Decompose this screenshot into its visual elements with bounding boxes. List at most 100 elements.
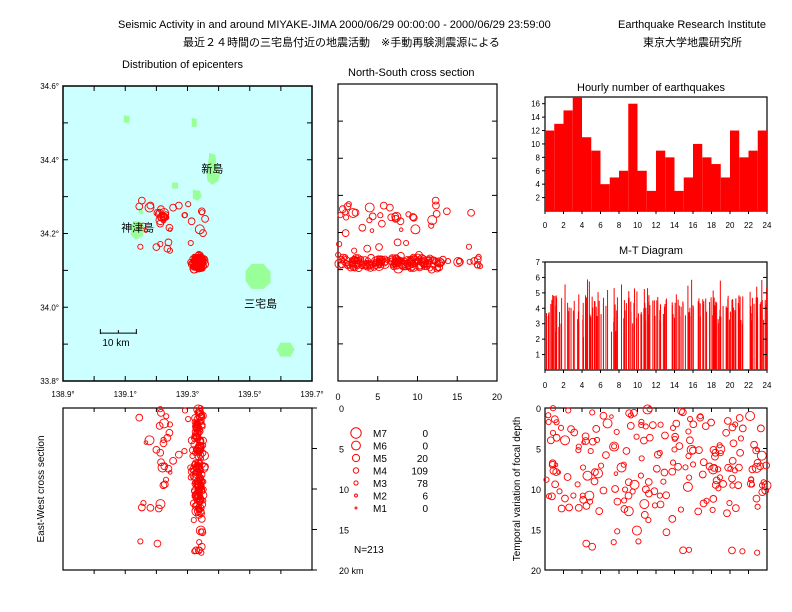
epicenter-point	[166, 247, 173, 254]
ns-section-point	[426, 265, 434, 272]
depth-time-point	[761, 486, 770, 495]
depth-time-point	[689, 420, 698, 429]
hist-bar	[757, 130, 767, 211]
depth-time-point	[644, 478, 653, 486]
hist-bar	[702, 157, 712, 211]
ew-section-point	[162, 476, 170, 483]
depth-time-point	[587, 448, 594, 455]
epicenter-point	[146, 201, 155, 210]
depth-time-point	[582, 539, 591, 548]
depth-time-point	[621, 486, 629, 493]
epicenter-point	[197, 254, 202, 259]
depth-time-point	[642, 423, 649, 430]
depth-time-point	[611, 485, 619, 493]
dt-ytick-label: 20	[531, 566, 541, 576]
mt-xtick-label: 14	[670, 381, 679, 390]
depth-time-point	[758, 482, 766, 489]
depth-time-point	[710, 464, 718, 472]
ew-section-point	[166, 421, 173, 428]
ew-section-point	[153, 539, 162, 548]
epicenter-point	[155, 208, 164, 217]
depth-time-point	[734, 481, 743, 490]
ns-section-point	[432, 209, 441, 218]
ew-section-point	[193, 447, 198, 453]
ew-section-point	[135, 413, 144, 422]
mt-xtick-label: 4	[580, 381, 585, 390]
depth-time-point	[548, 492, 556, 501]
depth-time-point	[696, 413, 705, 422]
hist-bar	[693, 143, 703, 211]
ew-ytick-label: 5	[339, 445, 344, 455]
ew-section-point	[191, 548, 198, 555]
ns-section-point	[351, 247, 358, 254]
depth-time-point	[736, 448, 744, 457]
epicenter-point	[193, 255, 198, 261]
ns-section-point	[369, 228, 375, 233]
depth-time-point	[549, 405, 557, 412]
epicenter-point	[169, 203, 177, 212]
ns-section-point	[467, 208, 475, 217]
ns-section-point	[363, 244, 372, 253]
ns-section-point	[344, 259, 349, 265]
legend-total: N=213	[354, 545, 384, 556]
depth-time-point	[627, 412, 634, 419]
depth-time-point	[715, 485, 722, 492]
ns-section-point	[401, 259, 408, 266]
depth-time-point	[707, 418, 715, 427]
depth-time-point	[732, 504, 740, 512]
ns-section-point	[405, 211, 412, 218]
ns-section-point	[409, 213, 418, 222]
header-institute-ja: 東京大学地震研究所	[643, 37, 742, 49]
hist-bar	[683, 177, 693, 211]
ew-section-point	[160, 480, 169, 489]
depth-time-point	[754, 503, 761, 510]
ns-section-point	[358, 259, 365, 266]
ew-section-point	[197, 462, 202, 468]
ew-section-point	[193, 471, 198, 476]
depth-time-point	[761, 480, 772, 491]
hist-ytick-label: 8	[536, 153, 541, 162]
depth-time-point	[639, 499, 650, 509]
ew-section-point	[157, 406, 164, 413]
hist-ytick-label: 12	[531, 127, 540, 136]
onbase-islet-2	[191, 117, 197, 127]
depth-time-point	[638, 418, 645, 425]
map-xtick-label: 139.5°	[238, 390, 261, 399]
hist-xtick-label: 10	[633, 221, 642, 230]
epicenter-point	[162, 211, 170, 218]
ns-xtick-label: 20	[492, 392, 502, 402]
map-island-label: 神津島	[121, 221, 154, 235]
depth-time-point	[590, 477, 599, 486]
depth-time-point	[674, 462, 682, 471]
depth-time-point	[557, 504, 566, 513]
depth-time-point	[757, 424, 765, 433]
ew-section-point	[159, 439, 168, 448]
ns-section-point	[375, 257, 382, 264]
ns-section-point	[421, 263, 428, 271]
depth-time-point	[738, 424, 747, 433]
depth-time-point	[574, 503, 583, 512]
depth-time-point	[698, 470, 707, 479]
hist-bar	[572, 97, 582, 211]
depth-time-point	[728, 456, 737, 465]
ew-section-point	[156, 448, 165, 457]
ns-section-point	[437, 258, 446, 267]
hist-bar	[591, 150, 601, 211]
ew-section-point	[199, 488, 206, 495]
ns-section-point	[337, 211, 344, 219]
niijima-island	[206, 152, 221, 185]
ew-section-point	[159, 418, 170, 429]
depth-time-point	[722, 428, 730, 437]
depth-time-point	[579, 492, 586, 499]
hist-bar	[554, 123, 564, 211]
hist-ytick-label: 14	[531, 113, 540, 122]
depth-time-point	[645, 489, 653, 498]
depth-time-point	[652, 464, 661, 473]
depth-time-point	[551, 415, 559, 424]
ns-section-point	[334, 258, 345, 269]
depth-time-point	[716, 442, 723, 449]
depth-time-point	[584, 490, 595, 501]
mt-xtick-label: 22	[744, 381, 753, 390]
depth-time-point	[671, 435, 678, 442]
depth-time-point	[755, 447, 760, 453]
